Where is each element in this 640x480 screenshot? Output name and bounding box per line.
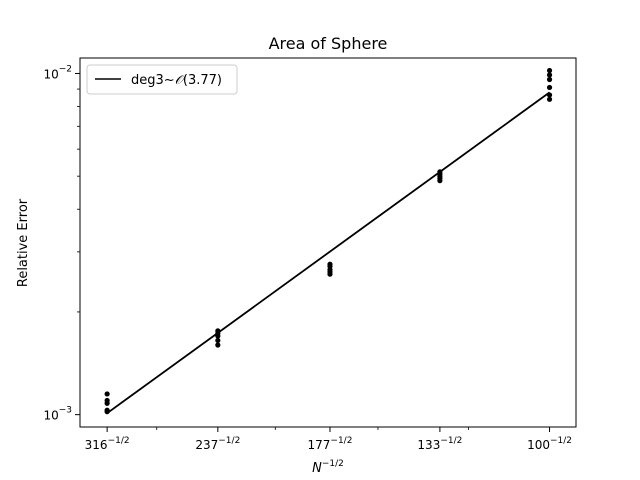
y-tick-label: 10−3	[43, 406, 72, 423]
plot-area	[104, 67, 553, 415]
y-axis-label: Relative Error	[16, 198, 31, 287]
data-point	[104, 391, 110, 397]
fit-line	[106, 91, 551, 414]
chart-title: Area of Sphere	[269, 34, 388, 53]
axes-frame	[79, 57, 577, 428]
data-point	[327, 261, 333, 267]
x-axis-label: N−1/2	[312, 459, 344, 476]
data-point	[215, 342, 221, 348]
x-tick-label: 316−1/2	[85, 436, 130, 452]
x-axis-label-exp: −1/2	[322, 459, 344, 469]
legend: deg3~𝒪(3.77)	[86, 64, 238, 95]
x-tick-label: 237−1/2	[195, 436, 240, 452]
x-tick-label: 100−1/2	[527, 436, 572, 452]
data-point	[546, 72, 553, 78]
data-point	[104, 407, 110, 413]
y-axis: 10−3 10−2	[43, 64, 80, 423]
legend-entry: deg3~𝒪(3.77)	[131, 73, 222, 88]
data-point	[215, 328, 221, 334]
data-point	[546, 92, 553, 98]
data-point	[104, 397, 110, 404]
x-tick-label: 133−1/2	[417, 436, 462, 452]
data-point	[546, 96, 553, 102]
data-point	[546, 67, 553, 74]
y-tick-label: 10−2	[43, 64, 72, 81]
data-point	[546, 76, 553, 83]
data-point	[215, 337, 221, 344]
data-point	[437, 169, 443, 175]
legend-entry-rate: (3.77)	[183, 73, 222, 88]
x-axis-label-base: N	[312, 461, 322, 476]
x-tick-label: 177−1/2	[308, 436, 353, 452]
legend-box	[86, 64, 238, 95]
x-axis: 316−1/2 237−1/2 177−1/2 133−1/2 100−1/2	[85, 427, 572, 452]
legend-entry-name: deg3	[131, 73, 164, 88]
data-point	[546, 84, 553, 91]
